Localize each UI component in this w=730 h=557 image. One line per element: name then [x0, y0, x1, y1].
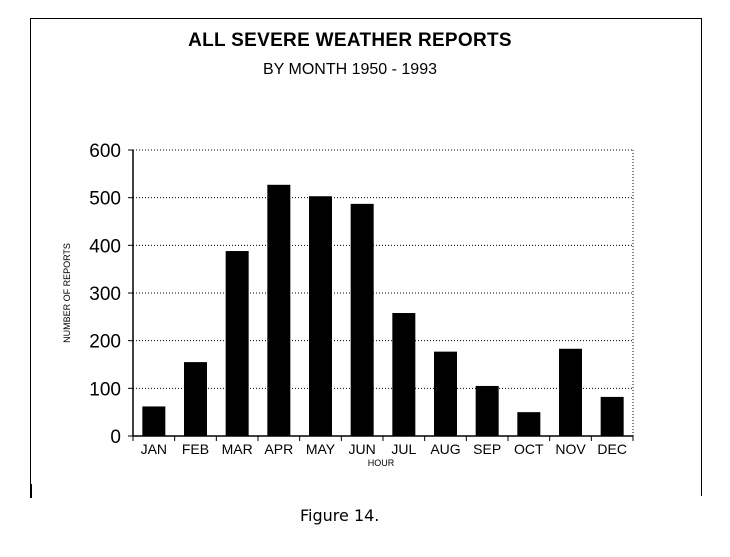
bar-sep	[475, 385, 499, 436]
y-tick-label: 600	[89, 141, 121, 162]
x-tick-label: JAN	[141, 441, 167, 457]
x-tick-labels: JAN FEB MAR APR MAY JUN JUL AUG SEP OCT NOV DEC	[141, 441, 627, 457]
x-tick-label: DEC	[597, 441, 627, 457]
bar-nov	[559, 348, 582, 436]
x-tick-label: MAR	[222, 441, 253, 457]
x-tick-label: FEB	[182, 441, 209, 457]
y-tick-label: 100	[89, 379, 121, 400]
figure-caption: Figure 14.	[300, 506, 380, 525]
bar-apr	[267, 184, 291, 436]
x-tick-label: AUG	[430, 441, 460, 457]
y-tick-label: 200	[89, 332, 121, 353]
bar-dec	[600, 396, 624, 436]
y-tick-label: 500	[89, 189, 121, 210]
y-tick-label: 0	[110, 427, 121, 448]
bar-aug	[434, 351, 457, 436]
x-tick-label: SEP	[473, 441, 501, 457]
x-tick-label: APR	[264, 441, 293, 457]
chart-title: ALL SEVERE WEATHER REPORTS	[188, 30, 512, 51]
gridlines	[133, 149, 633, 389]
x-tick-label: NOV	[555, 441, 586, 457]
y-tick-label: 300	[89, 284, 121, 305]
chart-frame	[30, 18, 702, 498]
x-tick-label: JUN	[349, 441, 376, 457]
y-tick-label: 400	[89, 236, 121, 257]
bar-jun	[350, 203, 374, 436]
bar-jul	[392, 313, 416, 436]
y-axis-label: NUMBER OF REPORTS	[62, 243, 72, 343]
bar-mar	[225, 251, 249, 436]
x-axis-label: HOUR	[367, 458, 395, 468]
y-tick-labels: 0 100 200 300 400 500 600	[89, 141, 121, 448]
x-tick-label: MAY	[306, 441, 336, 457]
bar-oct	[517, 412, 541, 436]
chart-subtitle: BY MONTH 1950 - 1993	[262, 61, 437, 78]
axes	[128, 149, 634, 441]
x-tick-label: OCT	[514, 441, 544, 457]
bar-feb	[184, 362, 207, 436]
bars	[142, 184, 624, 436]
bar-jan	[142, 406, 166, 436]
x-tick-label: JUL	[391, 441, 416, 457]
bar-may	[309, 196, 332, 436]
